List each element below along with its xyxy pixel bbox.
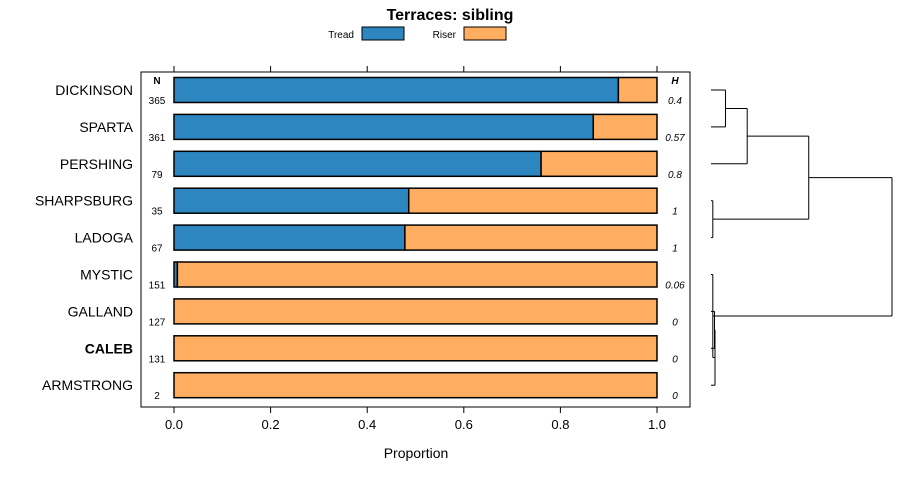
h-value: 0 bbox=[672, 317, 678, 328]
category-label: GALLAND bbox=[68, 303, 133, 319]
h-value: 1 bbox=[672, 207, 678, 218]
bar-tread bbox=[173, 187, 410, 214]
legend-riser-label: Riser bbox=[433, 30, 457, 41]
h-value: 0.57 bbox=[665, 133, 685, 144]
x-tick-label-1: 0.2 bbox=[262, 417, 280, 432]
n-value: 79 bbox=[151, 170, 163, 181]
category-label: CALEB bbox=[85, 340, 133, 356]
n-value: 361 bbox=[149, 133, 166, 144]
bar-riser bbox=[540, 150, 658, 178]
chart-title: Terraces: sibling bbox=[387, 7, 514, 24]
plot-frame bbox=[140, 71, 691, 408]
category-label: ARMSTRONG bbox=[42, 377, 133, 393]
bar-riser bbox=[173, 371, 658, 399]
bar-riser bbox=[407, 187, 658, 214]
x-axis-title: Proportion bbox=[384, 445, 449, 461]
h-value: 0.4 bbox=[668, 96, 682, 107]
category-label: DICKINSON bbox=[55, 82, 133, 98]
top-axis bbox=[173, 66, 658, 72]
h-value: 0.8 bbox=[668, 170, 682, 181]
n-value: 131 bbox=[149, 354, 166, 365]
bar-riser bbox=[617, 76, 658, 104]
category-label: SPARTA bbox=[79, 119, 133, 135]
legend-tread-swatch bbox=[361, 26, 405, 41]
x-tick-label-2: 0.4 bbox=[358, 417, 376, 432]
n-value: 127 bbox=[149, 317, 166, 328]
category-label: SHARPSBURG bbox=[35, 193, 133, 209]
bar-riser bbox=[592, 113, 658, 141]
category-label: MYSTIC bbox=[80, 267, 133, 283]
legend-riser-swatch bbox=[463, 26, 507, 41]
bottom-axis: 0.0 0.2 0.4 0.6 0.8 1.0 bbox=[165, 407, 666, 432]
h-column-header: H bbox=[671, 76, 679, 87]
x-tick-label-4: 0.8 bbox=[551, 417, 569, 432]
category-label: LADOGA bbox=[75, 230, 134, 246]
x-tick-label-0: 0.0 bbox=[165, 417, 183, 432]
n-value: 151 bbox=[149, 281, 166, 292]
bar-riser bbox=[173, 335, 658, 362]
x-tick-label-3: 0.6 bbox=[455, 417, 473, 432]
bar-riser bbox=[404, 224, 658, 251]
h-value: 0.06 bbox=[665, 281, 685, 292]
n-column-header: N bbox=[153, 76, 160, 87]
h-value: 0 bbox=[672, 391, 678, 402]
x-tick-label-5: 1.0 bbox=[648, 417, 666, 432]
category-label: PERSHING bbox=[60, 156, 133, 172]
n-value: 67 bbox=[151, 244, 163, 255]
h-value: 1 bbox=[672, 244, 678, 255]
bar-tread bbox=[173, 113, 594, 141]
legend: Tread Riser bbox=[328, 26, 507, 41]
bar-tread bbox=[173, 76, 620, 104]
bar-riser bbox=[176, 261, 658, 288]
bar-riser bbox=[173, 298, 658, 325]
n-value: 2 bbox=[154, 391, 160, 402]
bars: DICKINSON 365 0.4 SPARTA 361 0.57 PERSHING 79 0.… bbox=[35, 76, 685, 402]
legend-tread-label: Tread bbox=[328, 30, 354, 41]
bar-tread bbox=[173, 150, 542, 178]
n-value: 35 bbox=[151, 207, 163, 218]
n-value: 365 bbox=[149, 96, 166, 107]
h-value: 0 bbox=[672, 354, 678, 365]
bar-tread bbox=[173, 224, 406, 251]
dendrogram bbox=[711, 89, 893, 386]
